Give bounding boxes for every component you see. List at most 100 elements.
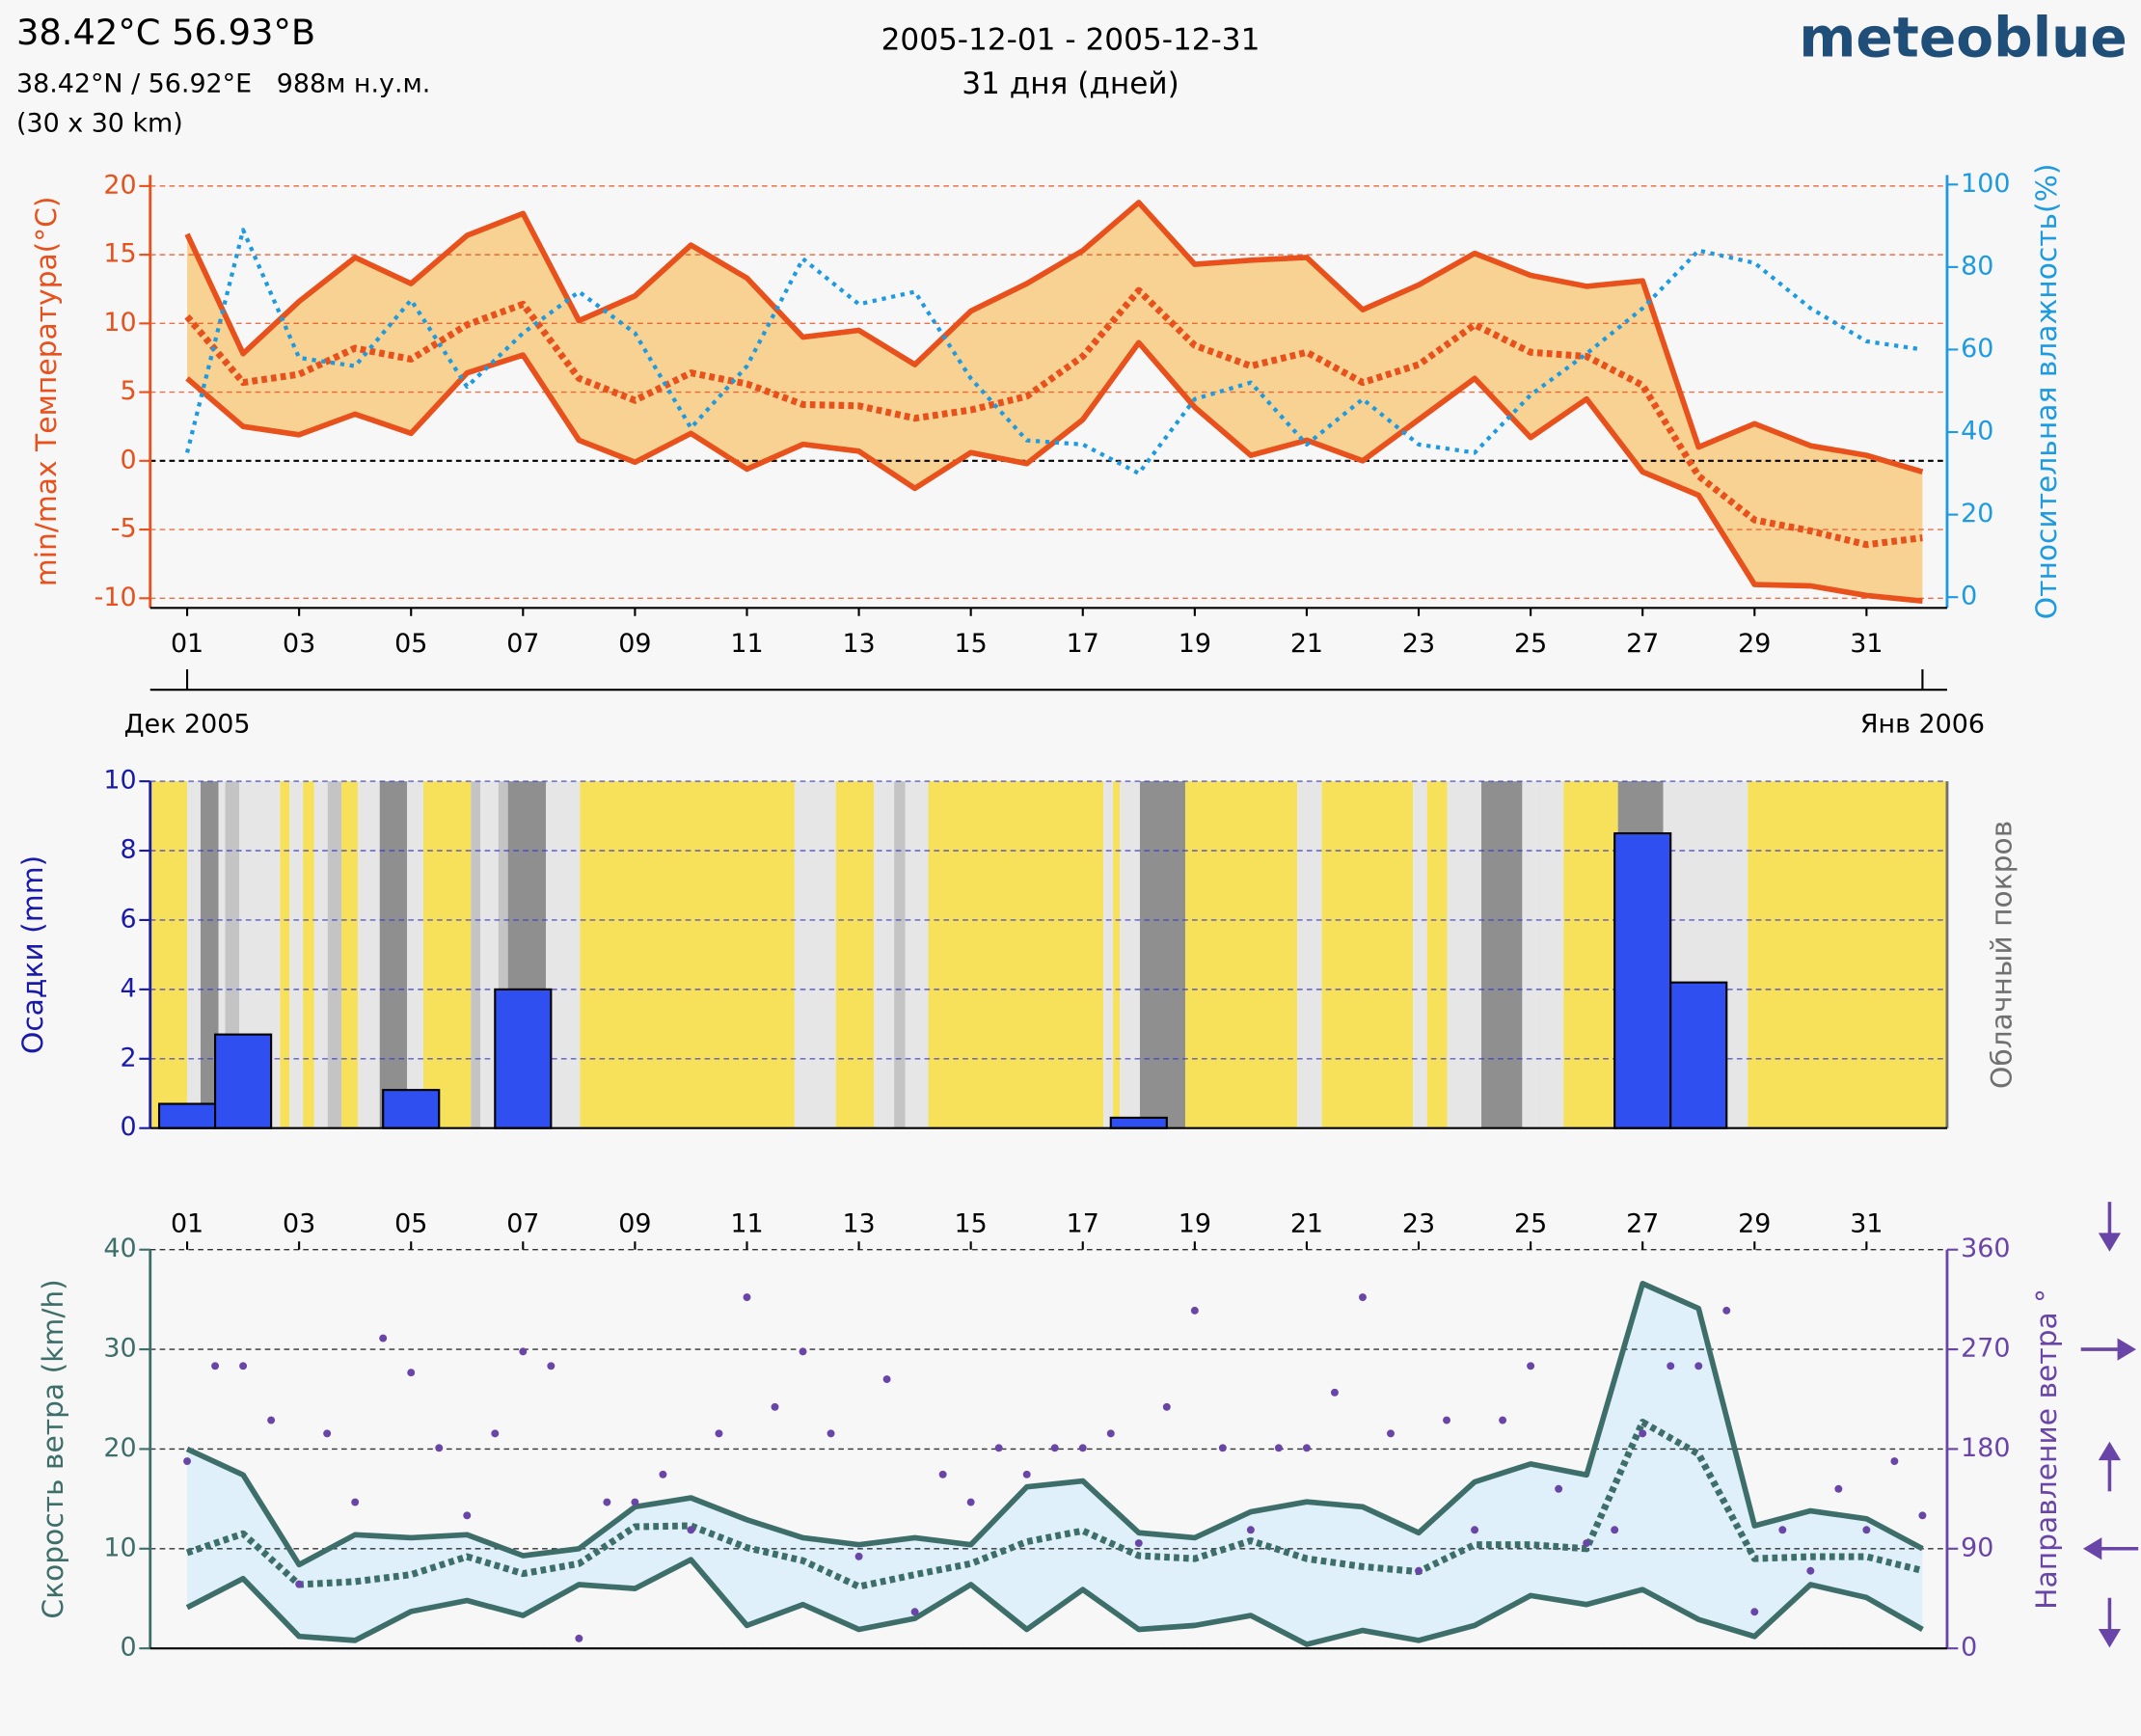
direction-point bbox=[827, 1429, 835, 1438]
cloud-cover bbox=[1447, 781, 1482, 1128]
y2-tick-label: 40 bbox=[1961, 417, 1993, 447]
x-tick-label: 11 bbox=[730, 1209, 763, 1239]
direction-point bbox=[183, 1457, 192, 1466]
x-tick-label: 03 bbox=[283, 1209, 315, 1239]
x-tick-label: 31 bbox=[1850, 1209, 1883, 1239]
y2-tick-label: 0 bbox=[1961, 1633, 1977, 1663]
y-tick-label: 0 bbox=[120, 1633, 136, 1663]
direction-point bbox=[1583, 1539, 1591, 1548]
cloud-cover bbox=[341, 781, 359, 1128]
direction-point bbox=[351, 1498, 360, 1506]
cloud-cover bbox=[1184, 781, 1298, 1128]
direction-point bbox=[938, 1470, 947, 1478]
direction-point bbox=[1639, 1429, 1647, 1438]
background-layer bbox=[187, 1283, 1923, 1645]
series-line bbox=[185, 339, 1923, 604]
cloud-cover bbox=[280, 781, 290, 1128]
direction-point bbox=[1415, 1566, 1423, 1575]
range-band bbox=[187, 1283, 1923, 1645]
direction-point bbox=[1106, 1429, 1115, 1438]
mark-layer bbox=[183, 1281, 1927, 1647]
direction-point bbox=[631, 1498, 639, 1506]
y-axis-title: Осадки (mm) bbox=[16, 855, 50, 1054]
cloud-cover bbox=[498, 781, 508, 1128]
cloud-cover bbox=[218, 781, 226, 1128]
bar bbox=[1669, 981, 1728, 1129]
cloud-cover bbox=[407, 781, 423, 1128]
direction-point bbox=[379, 1334, 388, 1343]
month-label: Янв 2006 bbox=[1860, 710, 1985, 740]
direction-point bbox=[799, 1347, 807, 1356]
x-tick-label: 01 bbox=[171, 1209, 203, 1239]
x-tick-label: 05 bbox=[394, 629, 427, 659]
x-tick-label: 31 bbox=[1850, 629, 1883, 659]
cloud-cover bbox=[905, 781, 929, 1128]
cloud-cover bbox=[1321, 781, 1414, 1128]
bar bbox=[157, 1102, 217, 1129]
direction-point bbox=[267, 1416, 276, 1424]
cloud-cover bbox=[794, 781, 836, 1128]
cloud-cover bbox=[187, 781, 201, 1128]
location: 38.42°C 56.93°B bbox=[16, 12, 315, 53]
arrow-head bbox=[2117, 1338, 2136, 1361]
x-tick-label: 07 bbox=[506, 629, 539, 659]
series-line bbox=[185, 1557, 1924, 1647]
cloud-cover bbox=[1535, 781, 1564, 1128]
direction-point bbox=[1806, 1566, 1815, 1575]
brand: meteoblue bbox=[1799, 6, 2127, 69]
y-tick-label: 2 bbox=[120, 1043, 136, 1072]
cloud-cover bbox=[1563, 781, 1618, 1128]
direction-point bbox=[994, 1444, 1003, 1452]
y2-tick-label: 60 bbox=[1961, 334, 1993, 364]
y2-axis-title: Облачный покров bbox=[1986, 821, 2019, 1089]
arrow-head bbox=[2098, 1628, 2122, 1648]
direction-point bbox=[1862, 1526, 1871, 1534]
cloud-cover bbox=[835, 781, 875, 1128]
cloud-cover bbox=[874, 781, 895, 1128]
x-tick-label: 09 bbox=[618, 1209, 651, 1239]
direction-point bbox=[1218, 1444, 1227, 1452]
direction-point bbox=[1302, 1444, 1311, 1452]
cloud-cover bbox=[1120, 781, 1140, 1128]
month-label: Дек 2005 bbox=[124, 710, 251, 740]
cloud-cover bbox=[1139, 781, 1185, 1128]
direction-point bbox=[1778, 1526, 1787, 1534]
direction-point bbox=[603, 1498, 611, 1506]
cloud-cover bbox=[379, 781, 408, 1128]
direction-point bbox=[295, 1580, 304, 1588]
direction-point bbox=[1890, 1457, 1899, 1466]
direction-point bbox=[1162, 1402, 1171, 1411]
direction-point bbox=[966, 1498, 975, 1506]
y2-tick-label: 80 bbox=[1961, 251, 1993, 281]
direction-point bbox=[1274, 1444, 1283, 1452]
direction-point bbox=[519, 1347, 528, 1356]
x-tick-label: 23 bbox=[1402, 1209, 1435, 1239]
x-tick-label: 27 bbox=[1626, 1209, 1659, 1239]
y-tick-label: 20 bbox=[103, 1433, 136, 1463]
direction-point bbox=[407, 1369, 416, 1377]
direction-point bbox=[1190, 1306, 1199, 1315]
resolution: (30 x 30 km) bbox=[16, 109, 183, 139]
x-tick-label: 21 bbox=[1290, 1209, 1323, 1239]
direction-point bbox=[1527, 1362, 1535, 1370]
cloud-cover bbox=[1113, 781, 1121, 1128]
cloud-cover bbox=[471, 781, 481, 1128]
period: 2005-12-01 - 2005-12-31 bbox=[881, 23, 1260, 58]
cloud-cover bbox=[1481, 781, 1523, 1128]
x-tick-label: 27 bbox=[1626, 629, 1659, 659]
x-tick-label: 15 bbox=[955, 1209, 988, 1239]
x-tick-label: 21 bbox=[1290, 629, 1323, 659]
arrow-head bbox=[2082, 1537, 2102, 1560]
y2-tick-label: 20 bbox=[1961, 499, 1993, 529]
cloud-cover bbox=[1522, 781, 1536, 1128]
y-tick-label: 20 bbox=[103, 170, 136, 200]
y-tick-label: 10 bbox=[103, 1533, 136, 1562]
direction-point bbox=[1078, 1444, 1087, 1452]
direction-point bbox=[1918, 1511, 1927, 1520]
x-tick-label: 23 bbox=[1402, 629, 1435, 659]
mark-layer bbox=[184, 200, 1924, 604]
y-tick-label: 30 bbox=[103, 1334, 136, 1364]
x-tick-label: 19 bbox=[1179, 629, 1211, 659]
